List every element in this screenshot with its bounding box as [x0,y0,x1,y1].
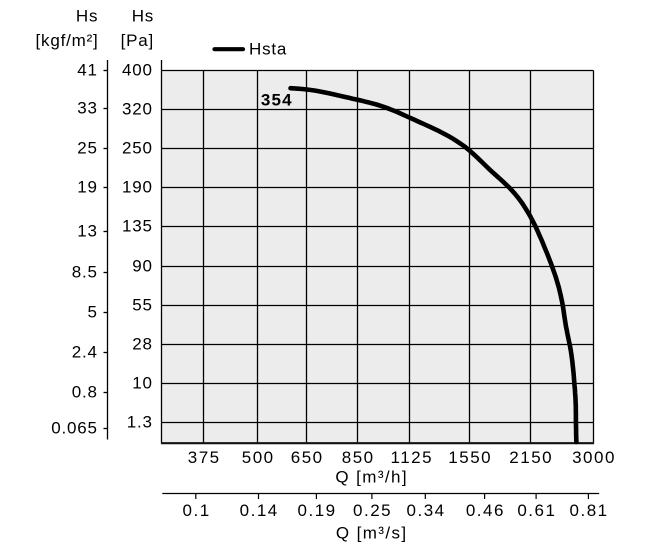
svg-text:650: 650 [291,448,324,467]
svg-text:0.14: 0.14 [240,501,279,520]
svg-text:0.46: 0.46 [466,501,505,520]
svg-text:Hs: Hs [76,7,98,26]
svg-text:0.1: 0.1 [183,501,211,520]
svg-text:2150: 2150 [509,448,553,467]
svg-text:320: 320 [122,100,153,119]
svg-text:250: 250 [122,139,153,158]
svg-text:0.19: 0.19 [298,501,337,520]
svg-text:1550: 1550 [448,448,492,467]
svg-text:1125: 1125 [391,448,434,467]
svg-text:90: 90 [132,257,153,276]
svg-text:33: 33 [77,99,98,118]
svg-text:0.8: 0.8 [72,383,98,402]
svg-text:2.4: 2.4 [72,343,98,362]
svg-text:Q [m³/s]: Q [m³/s] [336,523,408,542]
svg-text:0.065: 0.065 [51,419,98,438]
svg-text:5: 5 [88,303,98,322]
svg-text:500: 500 [242,448,275,467]
svg-text:13: 13 [77,222,98,241]
svg-text:850: 850 [342,448,375,467]
svg-text:0.25: 0.25 [353,501,392,520]
svg-text:354: 354 [261,91,293,110]
svg-text:1.3: 1.3 [127,413,153,432]
svg-text:19: 19 [77,178,98,197]
svg-text:3000: 3000 [572,448,616,467]
svg-text:28: 28 [132,335,153,354]
svg-text:0.34: 0.34 [407,501,446,520]
svg-text:Q [m³/h]: Q [m³/h] [335,468,408,487]
svg-text:135: 135 [122,217,153,236]
svg-text:10: 10 [132,374,153,393]
svg-text:Hs: Hs [132,7,154,26]
svg-text:Hsta: Hsta [249,39,287,58]
svg-text:25: 25 [77,139,98,158]
svg-text:190: 190 [122,178,153,197]
svg-text:8.5: 8.5 [72,263,98,282]
svg-text:0.61: 0.61 [517,501,556,520]
svg-text:400: 400 [122,61,153,80]
svg-text:[kgf/m²]: [kgf/m²] [36,31,99,50]
svg-text:41: 41 [77,61,98,80]
svg-text:[Pa]: [Pa] [121,31,154,50]
svg-text:0.81: 0.81 [570,501,609,520]
svg-text:55: 55 [132,296,153,315]
svg-text:375: 375 [188,448,221,467]
